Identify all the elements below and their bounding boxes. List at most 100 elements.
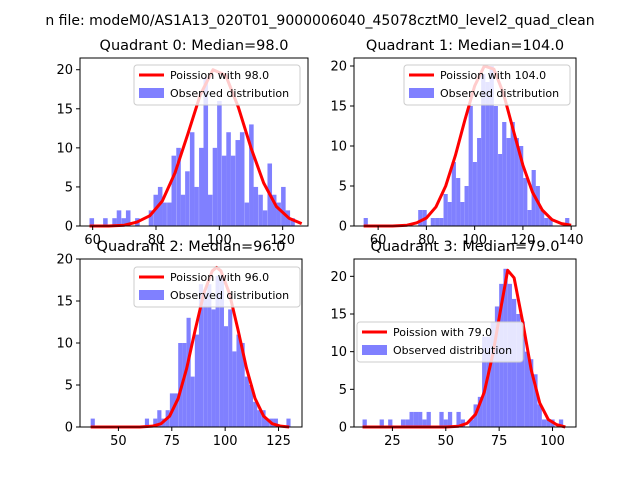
legend-label: Poission with 98.0 (170, 69, 269, 82)
histogram-bar (185, 171, 190, 226)
histogram-bar (477, 396, 483, 427)
histogram-bar (203, 77, 209, 226)
histogram-bar (533, 374, 538, 427)
histogram-bar (506, 138, 511, 226)
legend-box (133, 64, 301, 106)
histogram-bar (217, 100, 222, 226)
y-tick-label: 10 (56, 141, 73, 156)
legend-patch-swatch (362, 345, 387, 355)
histogram-bar (540, 210, 545, 226)
axes-frame (353, 258, 577, 428)
histogram-bar (253, 401, 258, 427)
histogram-bar (486, 336, 491, 427)
legend: Poission with 79.0 Observed distribution (356, 321, 524, 363)
histogram-bar (271, 194, 277, 226)
x-tick-label: 140 (559, 233, 584, 248)
histogram-bar (443, 419, 448, 427)
histogram-bar (194, 186, 199, 226)
histogram-bar (460, 202, 465, 226)
histogram-bar (162, 202, 167, 226)
legend-patch-swatch (409, 88, 434, 98)
histogram-bar (226, 132, 231, 226)
histogram-bar (157, 410, 162, 427)
histogram-bar (265, 418, 270, 427)
histogram-bar (281, 186, 286, 226)
quadrant-3-plot: 25 50 75 100 0 5 10 15 20 Quadrant 3: Median=79.0… (330, 239, 577, 449)
histogram-bar (439, 218, 444, 226)
histogram-bar (379, 419, 384, 427)
histogram-bar (481, 74, 486, 226)
histogram-bar (273, 418, 278, 427)
quadrant-1-plot: 60 80 100 120 140 0 5 10 15 20 Quadrant 1: Median=… (330, 38, 583, 248)
histogram-bar (418, 210, 423, 226)
histogram-bar (537, 404, 542, 427)
legend-box (403, 64, 571, 106)
x-tick-label: 120 (270, 233, 295, 248)
histogram-bar (167, 202, 172, 226)
histogram-bar (194, 334, 199, 427)
legend-label: Poission with 104.0 (440, 69, 546, 82)
x-tick-label: 75 (164, 434, 181, 449)
y-tick-label: 15 (56, 295, 73, 310)
histogram-bar (261, 410, 266, 427)
histogram-bars (363, 66, 570, 226)
histogram-bar (244, 202, 250, 226)
legend: Poission with 104.0 Observed distribution (403, 64, 571, 106)
histogram-bar (221, 155, 227, 226)
y-tick-label: 15 (330, 100, 347, 115)
histogram-bar (157, 186, 163, 226)
y-tick-label: 5 (339, 383, 347, 398)
x-tick-label: 120 (510, 233, 535, 248)
histogram-bar (502, 122, 507, 226)
histogram-bar (519, 146, 524, 226)
x-tick-label: 100 (207, 233, 232, 248)
histogram-bar (207, 284, 212, 427)
histogram-bar (541, 419, 547, 427)
histogram-bar (565, 218, 570, 226)
histogram-bar (103, 218, 108, 226)
histogram-bar (447, 202, 452, 226)
histogram-bar (176, 147, 181, 226)
histogram-bar (363, 218, 368, 226)
y-tick-label: 0 (339, 421, 347, 436)
histogram-bar (409, 411, 414, 427)
histogram-bar (524, 351, 530, 427)
histogram-bar (286, 418, 291, 427)
histogram-bar (190, 376, 195, 427)
histogram-bar (464, 186, 469, 226)
histogram-bar (215, 275, 220, 427)
y-tick-label: 20 (56, 253, 73, 268)
histogram-bar (148, 210, 154, 226)
x-tick-label: 25 (384, 434, 401, 449)
histogram-bar (171, 155, 177, 226)
histogram-bar (439, 411, 444, 427)
legend-label: Observed distribution (393, 344, 512, 357)
histogram-bar (469, 419, 474, 427)
x-tick-label: 100 (462, 233, 487, 248)
x-tick-label: 60 (370, 233, 387, 248)
histogram-bar (90, 418, 95, 427)
legend-box (356, 321, 524, 363)
histogram-bar (498, 154, 503, 226)
histogram-bar (203, 292, 208, 427)
histogram-bar (276, 202, 281, 226)
y-tick-label: 10 (330, 140, 347, 155)
histogram-bar (362, 419, 367, 427)
histogram-bar (116, 210, 122, 226)
y-tick-label: 0 (339, 220, 347, 235)
histogram-bar (531, 170, 536, 226)
x-tick-label: 75 (491, 434, 508, 449)
histogram-bar (443, 194, 448, 226)
histogram-bar (456, 178, 461, 226)
figure-suptitle: n file: modeM0/AS1A13_020T01_9000006040_… (45, 13, 594, 29)
histogram-bar (182, 343, 187, 427)
histogram-bar (516, 314, 521, 427)
legend-patch-swatch (139, 290, 164, 300)
histogram-bar (422, 419, 427, 427)
histogram-bar (485, 82, 490, 226)
histogram-bar (207, 194, 213, 226)
subplot-title: Quadrant 2: Median=96.0 (97, 239, 286, 255)
histogram-bar (232, 351, 237, 427)
histogram-bar (240, 343, 245, 427)
histogram-bar (472, 162, 477, 226)
